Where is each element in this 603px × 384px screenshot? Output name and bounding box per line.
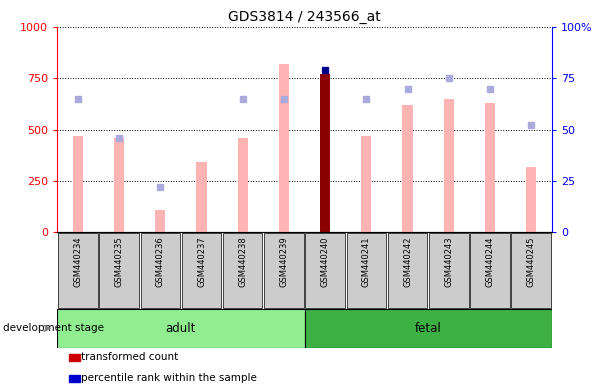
Bar — [402, 105, 412, 232]
Bar — [388, 233, 428, 308]
Bar — [347, 233, 386, 308]
Text: GSM440238: GSM440238 — [238, 236, 247, 287]
Bar — [58, 233, 98, 308]
Text: GSM440237: GSM440237 — [197, 236, 206, 287]
Bar — [485, 103, 495, 232]
Text: GSM440235: GSM440235 — [115, 236, 124, 287]
Bar — [320, 74, 330, 232]
Bar — [444, 99, 454, 232]
Bar — [361, 136, 371, 232]
Text: GSM440239: GSM440239 — [279, 236, 288, 287]
Text: GSM440241: GSM440241 — [362, 236, 371, 287]
Text: GSM440234: GSM440234 — [74, 236, 83, 287]
Bar — [223, 233, 262, 308]
Bar — [114, 138, 124, 232]
Bar — [264, 233, 304, 308]
Text: fetal: fetal — [415, 322, 441, 335]
Bar — [238, 138, 248, 232]
Bar — [429, 233, 469, 308]
Bar — [197, 162, 207, 232]
Text: GSM440243: GSM440243 — [444, 236, 453, 287]
Bar — [99, 233, 139, 308]
Bar — [155, 210, 165, 232]
Text: percentile rank within the sample: percentile rank within the sample — [81, 373, 257, 383]
Bar — [57, 309, 305, 348]
Text: GSM440245: GSM440245 — [526, 236, 535, 287]
Bar — [182, 233, 221, 308]
Text: transformed count: transformed count — [81, 352, 178, 362]
Text: development stage: development stage — [3, 323, 104, 333]
Text: GSM440244: GSM440244 — [485, 236, 494, 287]
Text: adult: adult — [166, 322, 196, 335]
Bar — [526, 167, 536, 232]
Bar — [470, 233, 510, 308]
Text: GSM440242: GSM440242 — [403, 236, 412, 287]
Bar — [279, 64, 289, 232]
Bar — [140, 233, 180, 308]
Title: GDS3814 / 243566_at: GDS3814 / 243566_at — [228, 10, 381, 25]
Bar — [305, 309, 552, 348]
Text: GSM440236: GSM440236 — [156, 236, 165, 287]
Bar — [69, 375, 80, 382]
Bar — [305, 233, 345, 308]
Text: GSM440240: GSM440240 — [321, 236, 330, 287]
Bar — [511, 233, 551, 308]
Bar — [73, 136, 83, 232]
Bar — [69, 354, 80, 361]
